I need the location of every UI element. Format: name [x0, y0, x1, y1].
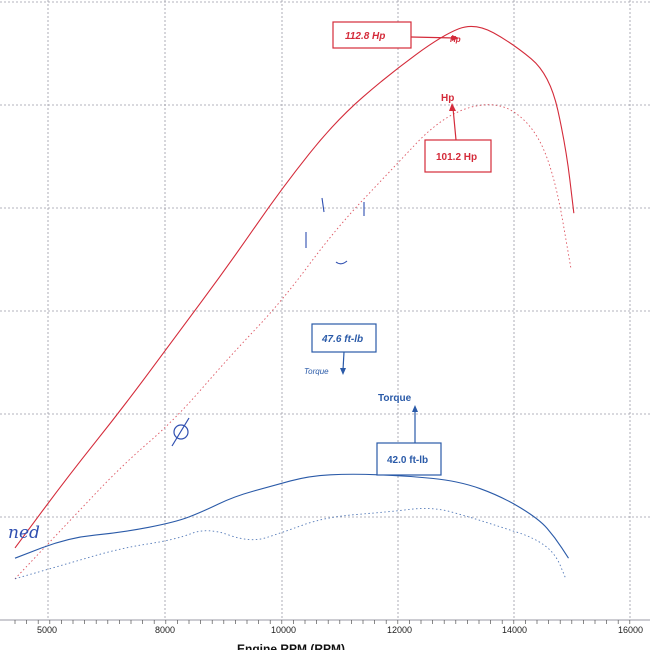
x-tick-label: 10000 [271, 625, 296, 635]
x-tick-label: 8000 [155, 625, 175, 635]
torque-peak-value: 47.6 ft-lb [321, 334, 363, 345]
torque-peak-arrowhead [340, 368, 346, 375]
hp-series-line-dotted [14, 104, 572, 580]
torque-second-annotation: Torque 42.0 ft-lb [376, 393, 442, 476]
torque-peak-box [311, 323, 377, 353]
hp-second-arrowhead [449, 103, 456, 111]
torque-peak-curve-label: Torque [304, 367, 329, 376]
torque-series-line-dotted [14, 507, 567, 580]
hp-second-box [424, 139, 492, 173]
handwritten-text: ned [8, 523, 40, 543]
hp-second-annotation: Hp 101.2 Hp [424, 93, 492, 173]
hp-peak-curve-label: Hp [450, 35, 461, 44]
hp-peak-box [332, 21, 412, 49]
x-tick-label: 12000 [387, 625, 412, 635]
hp-peak-arrowhead [452, 35, 459, 41]
grid [0, 0, 650, 624]
hp-second-curve-label: Hp [441, 93, 454, 104]
hp-peak-value: 112.8 Hp [345, 31, 385, 42]
hp-peak-annotation: 112.8 Hp Hp [332, 21, 461, 49]
hp-series-line-solid [14, 25, 575, 549]
torque-second-curve-label: Torque [378, 393, 412, 404]
torque-second-value: 42.0 ft-lb [387, 455, 428, 466]
x-tick-label: 16000 [618, 625, 643, 635]
torque-second-box [376, 442, 442, 476]
handwritten-slash-mark [171, 417, 190, 447]
x-axis-label: Engine RPM (RPM) [237, 642, 345, 650]
handwritten-marks: ned [8, 197, 365, 543]
hp-second-value: 101.2 Hp [436, 152, 477, 163]
hp-second-arrow [452, 107, 457, 141]
torque-second-arrowhead [412, 405, 418, 412]
x-tick-label: 14000 [502, 625, 527, 635]
torque-peak-annotation: 47.6 ft-lb Torque [304, 323, 377, 376]
hp-peak-arrow [410, 36, 456, 39]
torque-peak-arrow [342, 351, 345, 371]
series-layer [14, 25, 575, 580]
torque-series-line-solid [14, 473, 569, 559]
handwritten-circle-mark [173, 424, 189, 440]
handwritten-pen-strokes [305, 197, 365, 265]
x-tick-label: 5000 [37, 625, 57, 635]
